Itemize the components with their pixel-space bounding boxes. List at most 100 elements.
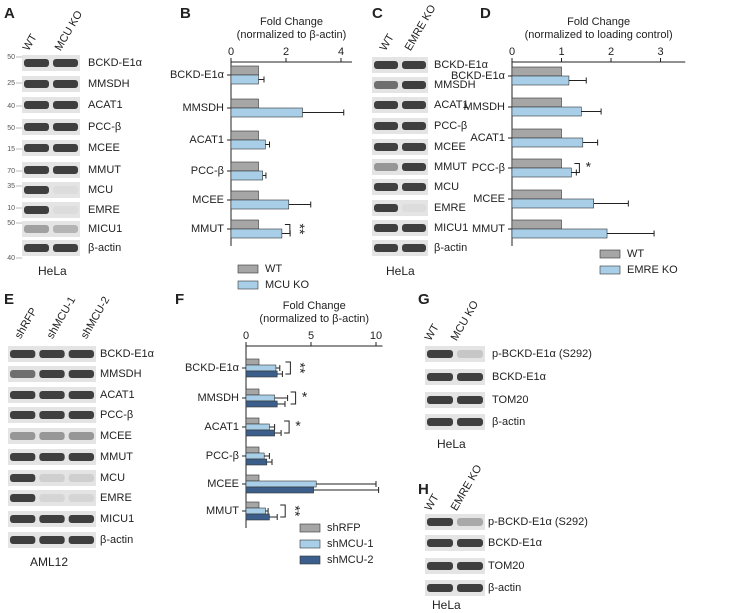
blot-band [10,536,36,544]
category-label: MMUT [206,505,239,517]
lane-label: WT [423,322,442,343]
bar [245,452,265,460]
legend-label: WT [265,263,282,275]
error-bar [302,109,345,116]
lane-label: WT [21,32,40,53]
x-tick-label: 2 [608,46,614,58]
lane-label: shRFP [13,306,40,341]
cell-line: HeLa [38,264,67,278]
mw-marker: 50 [7,220,15,227]
band-label: MICU1 [100,513,134,525]
blot-band [39,494,65,502]
error-bar [266,459,273,465]
category-label: MCEE [473,193,505,205]
blot-band [53,144,78,152]
blot-band [427,562,453,570]
significance-bracket [284,224,291,234]
mw-marker: 25 [7,80,15,87]
bar [230,228,283,239]
category-label: MMSDH [197,392,239,404]
blot-band [39,411,65,419]
mw-marker: 40 [7,103,15,110]
blot-band [10,494,36,502]
bar [230,199,290,210]
bar [230,161,259,172]
blot-band [402,101,426,109]
category-label: BCKD-E1α [170,69,225,81]
lane-label: EMRE KO [403,3,439,53]
blot-band [10,391,36,399]
error-bar [258,76,265,83]
category-label: BCKD-E1α [451,70,506,82]
bar [511,167,572,178]
band-label: EMRE [88,204,120,216]
lane-label: MCU KO [449,298,482,342]
blot-band [427,418,453,426]
band-label: BCKD-E1α [488,537,543,549]
blot-band [374,224,398,232]
panel-letter: D [480,5,491,22]
bar [230,219,259,230]
blot-band [24,123,49,131]
band-label: β-actin [434,242,467,254]
blot-band [39,391,65,399]
panel-letter: G [418,291,430,308]
error-bar [581,108,602,115]
blot-band [427,539,453,547]
cell-line: HeLa [432,598,461,612]
band-label: ACAT1 [434,99,469,111]
significance-bracket [280,504,286,518]
blot-band [10,432,36,440]
bar [245,446,260,454]
bar [245,370,278,378]
x-tick-label: 0 [243,330,249,342]
category-label: PCC-β [472,162,505,174]
band-label: PCC-β [100,409,133,421]
x-tick-label: 0 [228,46,234,58]
band-label: TOM20 [488,560,524,572]
mw-marker: 50 [7,54,15,61]
blot-band [68,350,94,358]
bar [245,480,317,488]
panel-letter: C [372,5,383,22]
blot-band [457,584,483,592]
blot-band [68,474,94,482]
blot-band [68,515,94,523]
bar [230,190,259,201]
panel-letter: H [418,481,429,498]
band-label: BCKD-E1α [492,371,547,383]
lane-label: shMCU-1 [45,295,79,341]
mw-marker: 70 [7,168,15,175]
band-label: MMSDH [100,368,142,380]
blot-band [374,81,398,89]
blot-band [374,163,398,171]
band-label: MICU1 [434,222,468,234]
blot-band [457,396,483,404]
significance-mark: ** [293,363,309,374]
blot-band [53,59,78,67]
lane-label: MCU KO [53,8,86,52]
mw-marker: 35 [7,183,15,190]
significance-mark: ** [292,224,308,235]
blot-band [427,584,453,592]
x-tick-label: 5 [308,330,314,342]
error-bar [593,200,629,207]
bar [230,130,259,141]
axis-title: Fold Change [567,16,630,28]
band-label: MMUT [88,164,121,176]
band-label: EMRE [100,492,132,504]
blot-band [39,474,65,482]
category-label: MMUT [191,223,224,235]
bar [245,394,275,402]
bar [245,474,260,482]
bar [245,417,260,425]
blot-band [374,61,398,69]
error-bar [269,514,278,520]
significance-bracket [285,361,291,375]
blot-band [24,186,49,194]
band-label: β-actin [492,416,525,428]
blot-band [24,101,49,109]
blot-band [39,370,65,378]
bar [245,423,270,431]
band-label: TOM20 [492,394,528,406]
